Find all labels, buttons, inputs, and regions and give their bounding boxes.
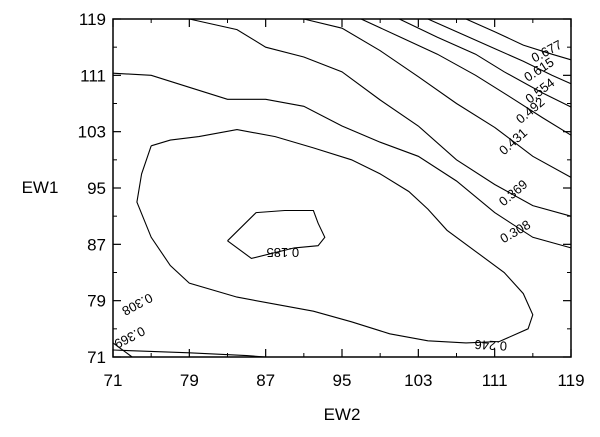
contour-label: 0.369 [496, 177, 531, 209]
contour-label: 0.431 [496, 125, 530, 158]
y-tick-label: 71 [87, 348, 106, 367]
x-tick-label: 103 [404, 371, 432, 390]
y-tick-label: 79 [87, 292, 106, 311]
y-tick-label: 87 [87, 235, 106, 254]
y-tick-label: 119 [79, 10, 106, 29]
y-axis-title: EW1 [22, 178, 59, 197]
x-tick-label: 119 [557, 371, 584, 390]
plot-frame [112, 18, 572, 358]
contour-line-0-369 [189, 18, 572, 217]
contour-label: 0.369 [112, 323, 148, 351]
x-axis-title: EW2 [324, 405, 361, 424]
contour-lines [112, 18, 572, 358]
y-tick-label: 111 [80, 66, 106, 85]
contour-label: 0.185 [267, 245, 300, 260]
contour-line-0-308 [112, 72, 572, 249]
contour-label: 0.308 [497, 217, 533, 246]
contour-line-0-185 [227, 209, 326, 259]
contour-label: 0.246 [474, 337, 507, 354]
contour-label: 0.308 [120, 290, 156, 319]
contour-line-0-492 [360, 18, 572, 136]
contour-line-0-615 [427, 18, 572, 85]
y-tick-label: 95 [87, 179, 106, 198]
axis-ticks: 71 79 87 95 103 111 119 71 79 87 95 103 111 119 [78, 10, 585, 390]
contour-line-0-554 [399, 18, 572, 108]
contour-line-0-431 [303, 18, 572, 178]
x-tick-label: 95 [333, 371, 352, 390]
y-tick-label: 103 [78, 123, 106, 142]
x-tick-label: 111 [482, 371, 508, 390]
x-tick-label: 71 [104, 371, 123, 390]
contour-line-0-246 [136, 129, 534, 344]
contour-line-0-677 [465, 18, 572, 61]
x-tick-label: 87 [256, 371, 275, 390]
x-tick-label: 79 [180, 371, 199, 390]
